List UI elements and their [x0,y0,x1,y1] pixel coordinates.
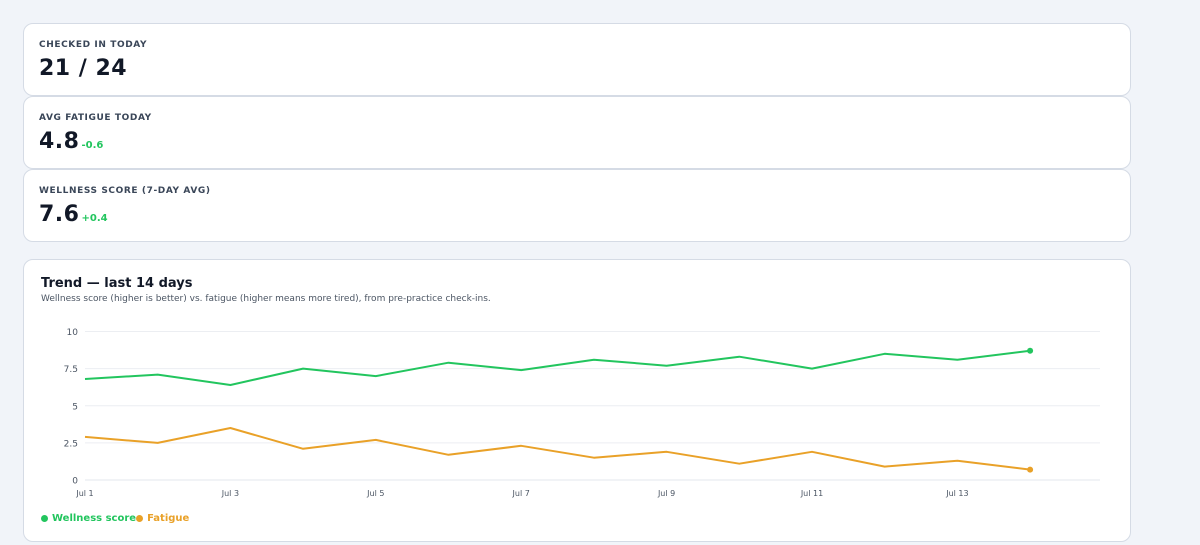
fatigue-last-point [1027,466,1034,473]
stat-value: 4.8 [39,129,80,154]
stat-value: 21 / 24 [39,56,128,81]
y-tick-label: 2.5 [64,439,78,449]
x-tick-label: Jul 11 [800,489,823,498]
stat-card-avg-fatigue: AVG FATIGUE TODAY 4.8 -0.6 [23,96,1131,169]
stat-label: AVG FATIGUE TODAY [39,113,152,123]
trend-chart-card: Trend — last 14 days Wellness score (hig… [23,259,1131,542]
x-tick-label: Jul 13 [945,489,968,498]
y-tick-label: 5 [72,402,78,412]
y-tick-label: 7.5 [64,365,78,375]
trend-line-chart: 0 2.5 5 7.5 10 Jul 1 Jul 3 Jul 5 Jul 7 Jul 9 Jul 1… [64,328,1100,498]
x-tick-label: Jul 7 [512,489,530,498]
legend-item-wellness[interactable]: Wellness score [41,513,136,524]
chart-subtitle: Wellness score (higher is better) vs. fa… [41,294,491,304]
legend-item-fatigue[interactable]: Fatigue [136,513,189,524]
wellness-last-point [1027,347,1034,354]
stat-delta: +0.4 [81,213,108,224]
legend-dot-wellness [41,515,48,522]
y-tick-label: 0 [72,477,78,487]
legend-label: Wellness score [52,513,137,524]
stat-value: 7.6 [39,202,80,227]
x-tick-label: Jul 5 [366,489,384,498]
stat-delta: -0.6 [81,140,104,151]
chart-title: Trend — last 14 days [41,276,193,291]
stat-label: WELLNESS SCORE (7-DAY AVG) [39,186,211,196]
stat-label: CHECKED IN TODAY [39,40,148,50]
legend-label: Fatigue [147,513,190,524]
x-tick-label: Jul 9 [657,489,675,498]
chart-legend: Wellness score Fatigue [41,513,189,524]
legend-dot-fatigue [136,515,144,522]
x-tick-label: Jul 1 [75,489,93,498]
stat-card-checked-in: CHECKED IN TODAY 21 / 24 [23,23,1131,96]
stat-card-wellness-score: WELLNESS SCORE (7-DAY AVG) 7.6 +0.4 [23,169,1131,242]
y-tick-label: 10 [67,328,79,338]
x-tick-label: Jul 3 [221,489,239,498]
fatigue-series-line [84,427,1031,471]
wellness-series-line [84,349,1031,386]
